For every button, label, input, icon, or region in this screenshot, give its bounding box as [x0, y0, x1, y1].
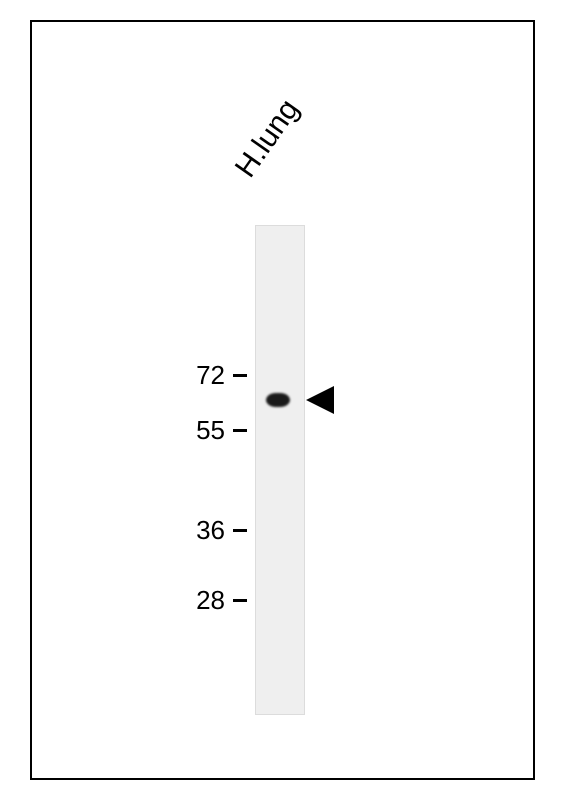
- blot-lane: [255, 225, 305, 715]
- mw-tick: [233, 374, 247, 377]
- mw-tick: [233, 599, 247, 602]
- mw-label: 28: [196, 585, 225, 616]
- mw-tick: [233, 429, 247, 432]
- mw-label: 36: [196, 515, 225, 546]
- mw-label: 55: [196, 415, 225, 446]
- mw-label: 72: [196, 360, 225, 391]
- band-pointer-arrow: [306, 386, 334, 414]
- mw-tick: [233, 529, 247, 532]
- blot-band: [266, 393, 290, 407]
